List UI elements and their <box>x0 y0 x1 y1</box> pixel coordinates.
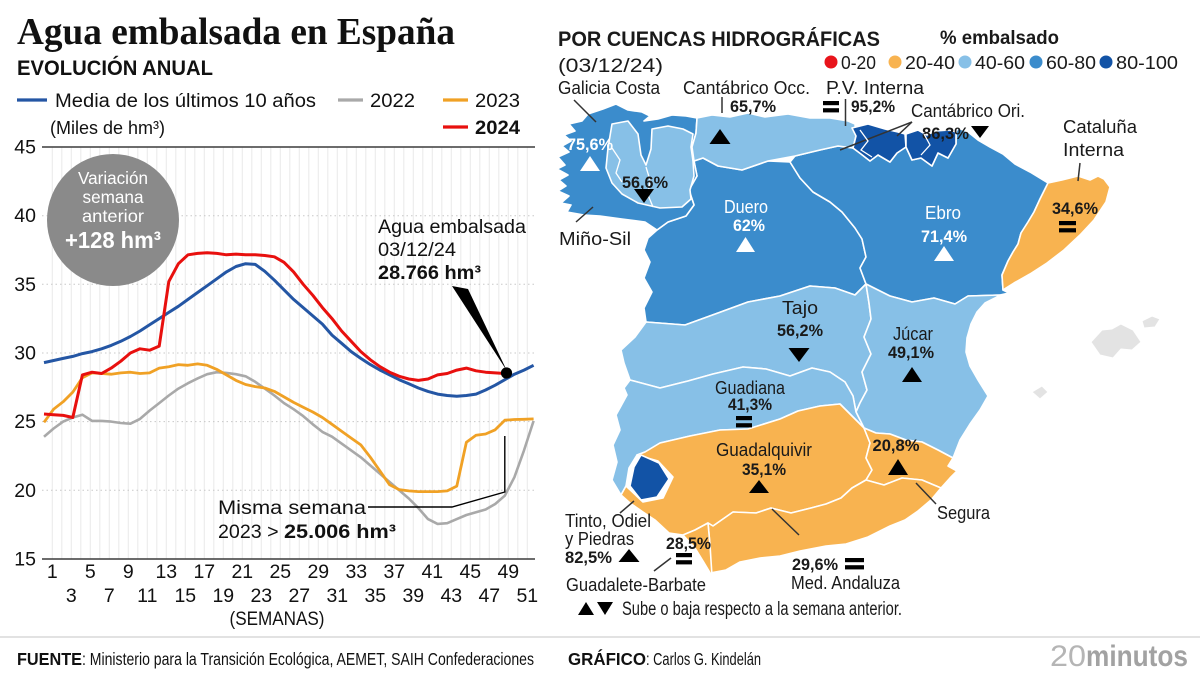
svg-text:47: 47 <box>478 585 500 607</box>
svg-text:27: 27 <box>288 585 310 607</box>
svg-text:Agua embalsada: Agua embalsada <box>378 217 526 238</box>
svg-text:% embalsado: % embalsado <box>940 27 1059 49</box>
svg-text:35: 35 <box>14 274 36 296</box>
svg-text:Miño-Sil: Miño-Sil <box>559 229 631 249</box>
svg-text:Galicia Costa: Galicia Costa <box>558 78 661 98</box>
svg-text:39: 39 <box>402 585 424 607</box>
svg-text:95,2%: 95,2% <box>851 97 895 116</box>
svg-text:21: 21 <box>231 561 253 583</box>
svg-text:Agua embalsada en España: Agua embalsada en España <box>17 11 455 53</box>
svg-text:Cataluña: Cataluña <box>1063 117 1138 137</box>
svg-text:43: 43 <box>440 585 462 607</box>
svg-text:15: 15 <box>174 585 196 607</box>
svg-text:5: 5 <box>85 561 96 583</box>
svg-text:20: 20 <box>14 480 36 502</box>
svg-text:Guadiana: Guadiana <box>715 378 786 398</box>
svg-text:2024: 2024 <box>475 118 520 139</box>
svg-text:17: 17 <box>193 561 215 583</box>
svg-text:2023: 2023 <box>475 91 520 112</box>
svg-text:35,1%: 35,1% <box>742 460 786 479</box>
svg-text:0-20: 0-20 <box>841 53 876 73</box>
svg-text:25: 25 <box>14 411 36 433</box>
svg-text:51: 51 <box>516 585 538 607</box>
svg-text:29: 29 <box>307 561 329 583</box>
svg-text:Variación: Variación <box>78 168 148 188</box>
svg-text:03/12/24: 03/12/24 <box>378 240 456 261</box>
svg-text:Tajo: Tajo <box>782 298 818 318</box>
svg-text:35: 35 <box>364 585 386 607</box>
svg-text:62%: 62% <box>733 216 765 235</box>
svg-text:28,5%: 28,5% <box>666 534 711 553</box>
svg-text:(Miles de hm³): (Miles de hm³) <box>50 117 165 138</box>
svg-text:Med. Andaluza: Med. Andaluza <box>791 573 901 593</box>
svg-text:65,7%: 65,7% <box>730 97 776 116</box>
svg-text:49: 49 <box>497 561 519 583</box>
svg-text:20,8%: 20,8% <box>873 436 920 455</box>
svg-text:37: 37 <box>383 561 405 583</box>
svg-text:semana: semana <box>83 187 144 207</box>
svg-text:29,6%: 29,6% <box>792 555 838 574</box>
svg-text:41,3%: 41,3% <box>728 395 772 414</box>
svg-text:Duero: Duero <box>724 197 768 217</box>
svg-text:60-80: 60-80 <box>1046 53 1096 73</box>
svg-text:28.766 hm³: 28.766 hm³ <box>378 263 481 284</box>
svg-text:45: 45 <box>14 137 36 159</box>
svg-text:Tinto, Odiel: Tinto, Odiel <box>565 511 651 531</box>
svg-text:7: 7 <box>104 585 115 607</box>
svg-text:71,4%: 71,4% <box>921 227 967 246</box>
svg-text:9: 9 <box>123 561 134 583</box>
svg-text:2023 > 25.006 hm³: 2023 > 25.006 hm³ <box>218 522 396 543</box>
svg-text:(SEMANAS): (SEMANAS) <box>230 608 325 630</box>
svg-text:Interna: Interna <box>1063 140 1125 160</box>
svg-text:GRÁFICO: Carlos G. Kindelán: GRÁFICO: Carlos G. Kindelán <box>568 648 761 669</box>
svg-text:56,6%: 56,6% <box>622 173 668 192</box>
svg-text:Media de los últimos 10 años: Media de los últimos 10 años <box>55 91 316 112</box>
svg-text:Cantábrico Occ.: Cantábrico Occ. <box>683 78 810 98</box>
svg-text:Cantábrico Ori.: Cantábrico Ori. <box>911 101 1025 121</box>
svg-text:anterior: anterior <box>82 206 144 226</box>
svg-text:30: 30 <box>14 343 36 365</box>
svg-text:EVOLUCIÓN ANUAL: EVOLUCIÓN ANUAL <box>17 55 213 80</box>
svg-text:13: 13 <box>155 561 177 583</box>
svg-text:1: 1 <box>47 561 58 583</box>
svg-text:56,2%: 56,2% <box>777 321 823 340</box>
svg-text:40-60: 40-60 <box>975 53 1025 73</box>
svg-text:POR CUENCAS HIDROGRÁFICAS: POR CUENCAS HIDROGRÁFICAS <box>558 26 880 51</box>
svg-text:y Piedras: y Piedras <box>565 529 634 549</box>
svg-text:75,6%: 75,6% <box>567 135 613 154</box>
svg-text:80-100: 80-100 <box>1116 53 1178 73</box>
svg-text:41: 41 <box>421 561 443 583</box>
svg-text:33: 33 <box>345 561 367 583</box>
svg-text:Sube o baja respecto a la sema: Sube o baja respecto a la semana anterio… <box>622 599 902 620</box>
svg-text:Misma semana: Misma semana <box>218 498 366 519</box>
svg-text:25: 25 <box>269 561 291 583</box>
svg-text:86,3%: 86,3% <box>922 124 969 143</box>
svg-text:11: 11 <box>137 585 157 607</box>
svg-text:20-40: 20-40 <box>905 53 955 73</box>
svg-text:(03/12/24): (03/12/24) <box>558 56 663 77</box>
svg-text:+128 hm³: +128 hm³ <box>65 227 161 253</box>
svg-text:31: 31 <box>326 585 348 607</box>
svg-text:40: 40 <box>14 205 36 227</box>
svg-text:P.V. Interna: P.V. Interna <box>826 78 925 98</box>
svg-text:45: 45 <box>459 561 481 583</box>
svg-text:Guadalquivir: Guadalquivir <box>716 440 812 460</box>
svg-text:34,6%: 34,6% <box>1052 199 1098 218</box>
svg-text:19: 19 <box>212 585 234 607</box>
svg-text:82,5%: 82,5% <box>565 548 612 567</box>
svg-text:3: 3 <box>66 585 77 607</box>
svg-text:49,1%: 49,1% <box>888 343 934 362</box>
svg-text:15: 15 <box>14 548 36 570</box>
svg-text:23: 23 <box>250 585 272 607</box>
svg-text:20minutos: 20minutos <box>1050 640 1188 673</box>
svg-text:Segura: Segura <box>937 503 991 523</box>
svg-text:Júcar: Júcar <box>893 324 933 344</box>
svg-text:Ebro: Ebro <box>925 203 961 223</box>
svg-text:Guadalete-Barbate: Guadalete-Barbate <box>566 575 706 595</box>
svg-text:FUENTE: Ministerio para la Tra: FUENTE: Ministerio para la Transición Ec… <box>17 649 534 669</box>
svg-text:2022: 2022 <box>370 91 415 112</box>
